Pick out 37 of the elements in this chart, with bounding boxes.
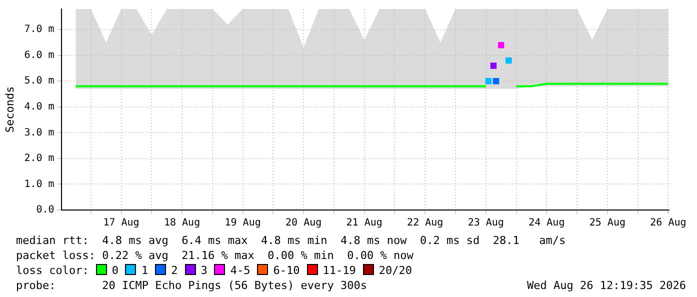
legend-label: 6-10 [273, 264, 300, 277]
legend-title: loss color: [16, 264, 89, 277]
y-axis-title: Seconds [3, 86, 16, 133]
x-tick-label: 17 Aug [103, 218, 140, 229]
x-tick-label: 21 Aug [346, 218, 382, 229]
point [506, 57, 512, 64]
y-tick-label: 4.0 m [24, 102, 54, 113]
y-tick-label: 6.0 m [24, 50, 54, 61]
text: median rtt: 4.8 ms avg 6.4 ms max 4.8 ms min 4.8 ms now 0.2 ms sd 28.1 am/s [16, 233, 567, 248]
y-tick-label: 0.0 [36, 204, 54, 216]
x-tick-label: 18 Aug [164, 218, 200, 229]
x-tick-label: 25 Aug [589, 218, 626, 229]
x-tick-label: 20 Aug [286, 218, 322, 229]
x-tick-label: 26 Aug [650, 218, 686, 229]
legend-label: 20/20 [378, 264, 412, 277]
x-tick-label: 19 Aug [224, 218, 261, 229]
y-tick-label: 1.0 m [24, 178, 54, 190]
legend-label: 2 [171, 264, 178, 277]
legend-label: 1 [141, 264, 148, 277]
legend-label: 11-19 [322, 264, 356, 277]
x-tick-label: 22 Aug [407, 218, 444, 229]
legend-label: 3 [200, 264, 208, 277]
y-tick-label: 7.0 m [24, 24, 54, 36]
point [485, 78, 492, 84]
legend-label: 4-5 [230, 264, 250, 277]
point [498, 42, 504, 48]
legend-label: 0 [112, 264, 118, 277]
text: Wed Aug 26 12:19:35 2026 [527, 278, 686, 293]
y-tick-label: 5.0 m [24, 76, 54, 87]
y-tick-label: 2.0 m [24, 153, 54, 164]
text: packet loss: 0.22 % avg 21.16 % max 0.00 % min 0.00 % now [16, 248, 414, 263]
point [492, 78, 500, 84]
x-tick-label: 24 Aug [528, 218, 565, 229]
point [490, 62, 497, 69]
text: probe: 20 ICMP Echo Pings (56 Bytes) every 300s [16, 278, 367, 293]
x-tick-label: 23 Aug [468, 218, 504, 229]
y-tick-label: 3.0 m [24, 127, 54, 138]
